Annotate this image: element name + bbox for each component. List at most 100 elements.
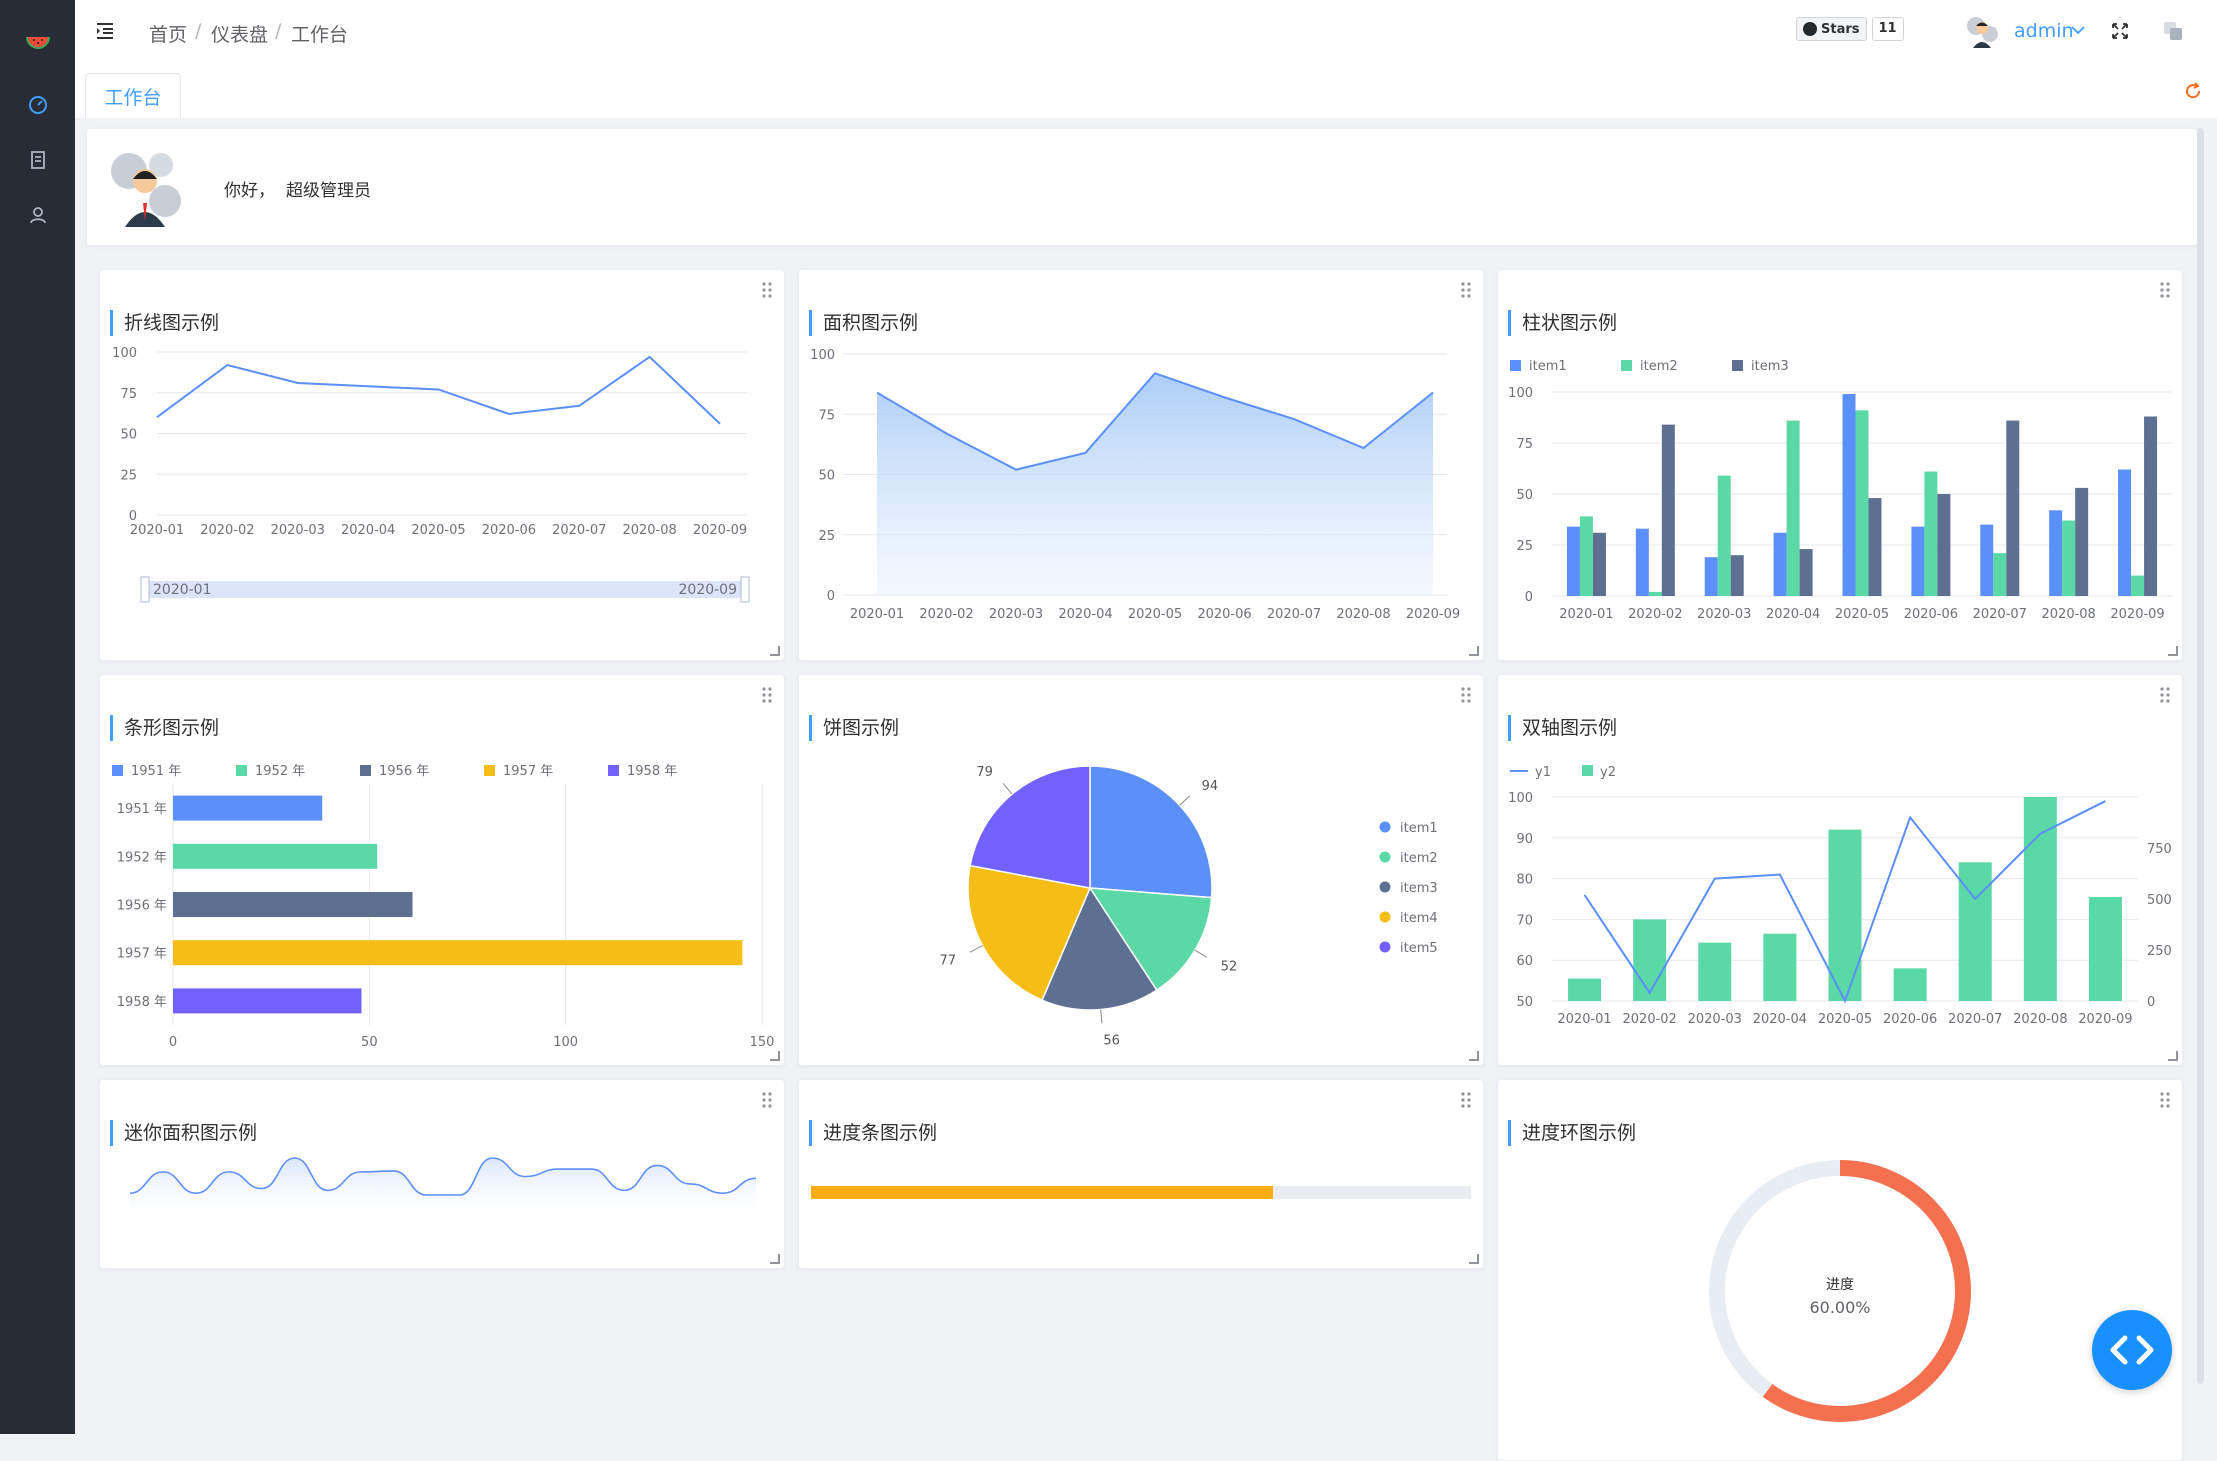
card-title: 条形图示例 (110, 715, 219, 741)
y-tick-label: 0 (827, 589, 835, 604)
y-tick-label: 100 (112, 346, 137, 361)
drag-handle-icon[interactable] (1461, 1092, 1471, 1108)
x-tick-label: 2020-04 (1766, 607, 1820, 622)
x-tick-label: 2020-06 (1883, 1012, 1937, 1027)
legend-label: item4 (1400, 911, 1438, 926)
x-tick-label: 2020-09 (2110, 607, 2164, 622)
fullscreen-icon[interactable] (2111, 22, 2129, 44)
welcome-greeting: 你好， (224, 181, 275, 201)
drag-handle-dots (2160, 282, 2170, 298)
bar (1704, 557, 1718, 596)
legend-swatch (1379, 881, 1391, 893)
datazoom-range (145, 581, 745, 598)
y-tick-label: 1956 年 (117, 899, 167, 914)
user-icon[interactable] (0, 195, 75, 235)
line-chart-card: 折线图示例 0 25 50 75 100 2020-01 2020-02 2020-03 202… (99, 269, 785, 661)
card-title: 面积图示例 (809, 310, 918, 336)
mini-area-chart (129, 1157, 757, 1222)
drag-handle-icon[interactable] (762, 687, 772, 703)
pie-value-label: 94 (1202, 779, 1219, 794)
watermelon-logo[interactable] (0, 20, 75, 60)
bar (1924, 471, 1938, 596)
x-tick-label: 2020-07 (1267, 607, 1321, 622)
tabs-bar: 工作台 (75, 64, 2217, 118)
legend-swatch (1379, 821, 1391, 833)
dashboard-icon[interactable] (0, 85, 75, 125)
drag-handle-icon[interactable] (762, 282, 772, 298)
resize-handle[interactable] (1469, 646, 1479, 656)
translate-icon[interactable] (2163, 21, 2183, 45)
y-tick-label: 100 (810, 348, 835, 363)
legend-label: 1957 年 (503, 764, 553, 779)
resize-handle[interactable] (770, 1051, 780, 1061)
breadcrumb-home[interactable]: 首页 (149, 24, 188, 46)
resize-handle[interactable] (1469, 1254, 1479, 1264)
drag-handle-icon[interactable] (1461, 687, 1471, 703)
x-tick-label: 2020-08 (2013, 1012, 2067, 1027)
bar (1717, 475, 1731, 596)
bar (2006, 420, 2020, 596)
legend-swatch (360, 765, 371, 776)
y-tick-label-left: 70 (1516, 913, 1533, 928)
resize-handle[interactable] (2168, 646, 2178, 656)
x-tick-label: 2020-07 (552, 523, 606, 538)
tab-workbench[interactable]: 工作台 (85, 73, 181, 118)
bar (1579, 516, 1593, 596)
x-tick-label: 2020-04 (1753, 1012, 1807, 1027)
drag-handle-dots (2160, 1092, 2170, 1108)
y-tick-label: 100 (1508, 386, 1533, 401)
x-tick-label: 100 (553, 1035, 578, 1050)
y-tick-label: 75 (1516, 437, 1533, 452)
breadcrumb-dashboard[interactable]: 仪表盘 (211, 24, 269, 46)
bar (1958, 862, 1992, 1001)
hbar-chart-card: 条形图示例 1951 年 1952 年 1956 年 1957 年 1958 年 0 50 1… (99, 674, 785, 1066)
chevron-down-icon[interactable] (2070, 22, 2086, 41)
drag-handle-icon[interactable] (762, 1092, 772, 1108)
card-title: 迷你面积图示例 (110, 1120, 257, 1146)
bar (1633, 919, 1667, 1001)
legend-swatch (112, 765, 123, 776)
drag-handle-dots (762, 1092, 772, 1108)
page-scrollbar[interactable] (2197, 128, 2204, 1384)
drag-handle-icon[interactable] (2160, 1092, 2170, 1108)
bar (1661, 424, 1675, 596)
github-stars-badge[interactable]: Stars 11 (1796, 17, 1904, 41)
resize-handle[interactable] (1469, 1051, 1479, 1061)
drag-handle-dots (1461, 1092, 1471, 1108)
breadcrumb-workbench: 工作台 (291, 24, 349, 46)
x-tick-label: 2020-06 (1904, 607, 1958, 622)
progress-fill (811, 1186, 1273, 1199)
legend-swatch (1582, 765, 1593, 776)
progress-ring-card: 进度环图示例 进度 60.00% (1497, 1079, 2183, 1461)
resize-handle[interactable] (770, 1254, 780, 1264)
y-tick-label: 50 (818, 469, 835, 484)
welcome-role: 超级管理员 (286, 181, 371, 201)
drag-handle-icon[interactable] (2160, 687, 2170, 703)
legend-label: item3 (1751, 359, 1789, 374)
datazoom-end-label: 2020-09 (679, 582, 738, 598)
menu-collapse-icon[interactable] (95, 22, 115, 44)
ring-value: 60.00% (1809, 1298, 1870, 1317)
view-source-button[interactable] (2092, 1310, 2172, 1390)
bar (1763, 933, 1797, 1001)
username-label[interactable]: admin (2014, 20, 2074, 42)
refresh-icon[interactable] (2183, 81, 2203, 105)
pie-label-line (1100, 1009, 1103, 1024)
series-line (1583, 800, 2106, 1004)
resize-handle[interactable] (2168, 1051, 2178, 1061)
y-tick-label-left: 60 (1516, 954, 1533, 969)
bar (1635, 528, 1649, 596)
bar-chart-card: 柱状图示例 0 25 50 75 100 2020-01 2020-02 2020-03 202… (1497, 269, 2183, 661)
bar (173, 940, 743, 966)
drag-handle-icon[interactable] (2160, 282, 2170, 298)
area-fill (130, 1158, 756, 1222)
legend-label: item2 (1640, 359, 1678, 374)
drag-handle-icon[interactable] (1461, 282, 1471, 298)
resize-handle[interactable] (770, 646, 780, 656)
breadcrumb-separator: / (195, 20, 202, 42)
bar (1698, 942, 1732, 1001)
bar (1828, 829, 1862, 1001)
avatar[interactable] (1962, 12, 2002, 52)
document-icon[interactable] (0, 140, 75, 180)
legend-label: y1 (1535, 765, 1551, 780)
